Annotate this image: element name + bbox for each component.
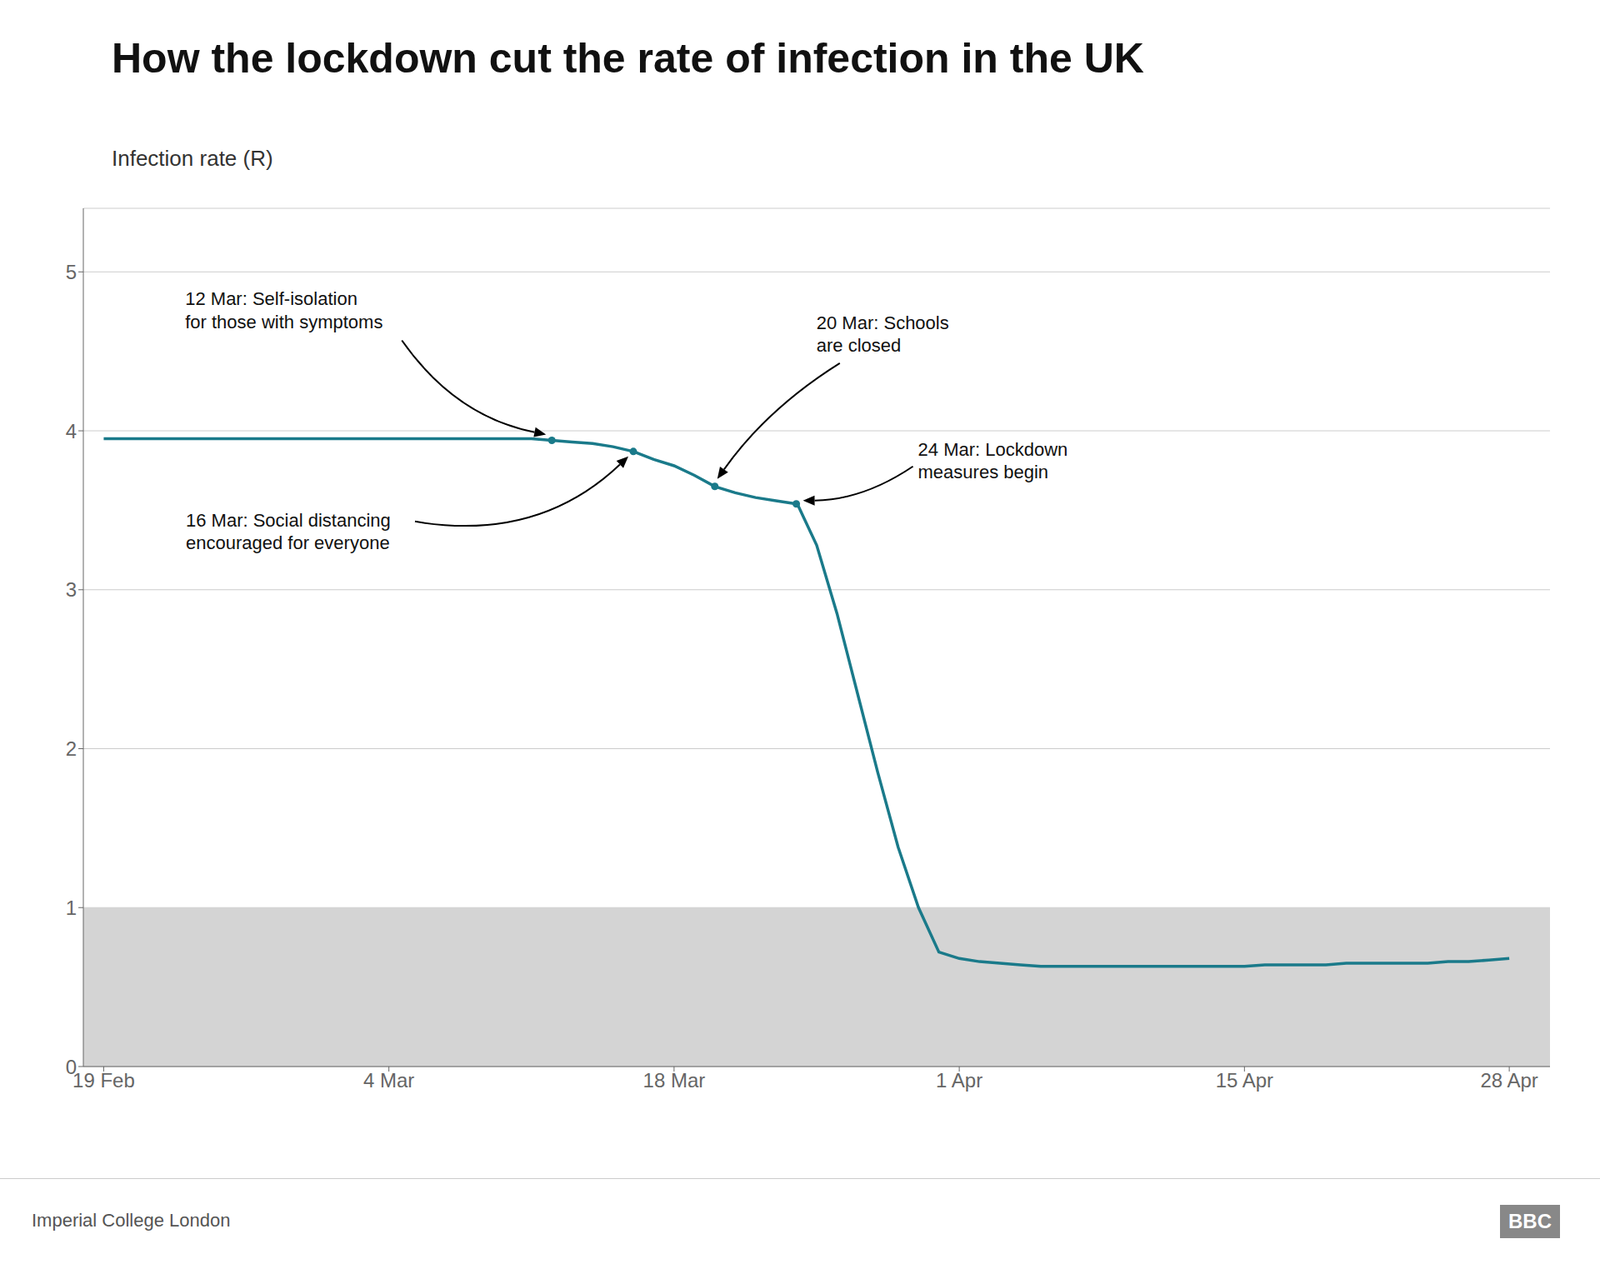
svg-text:19 Feb: 19 Feb xyxy=(72,1069,135,1092)
svg-text:4 Mar: 4 Mar xyxy=(363,1069,415,1092)
svg-text:1: 1 xyxy=(65,896,77,920)
svg-text:18 Mar: 18 Mar xyxy=(643,1069,706,1092)
svg-text:24 Mar: Lockdownmeasures begin: 24 Mar: Lockdownmeasures begin xyxy=(918,439,1069,484)
html-text:Imperial College London: Imperial College London xyxy=(31,1210,231,1231)
html-text:How the lockdown cut the rate: How the lockdown cut the rate of infecti… xyxy=(111,35,1145,82)
svg-text:5: 5 xyxy=(65,260,77,284)
svg-text:15 Apr: 15 Apr xyxy=(1215,1069,1274,1092)
svg-text:16 Mar: Social distancingencou: 16 Mar: Social distancingencouraged for … xyxy=(185,510,391,555)
svg-text:3: 3 xyxy=(65,578,77,601)
svg-text:0: 0 xyxy=(65,1055,77,1079)
svg-text:2: 2 xyxy=(65,737,77,760)
svg-text:1 Apr: 1 Apr xyxy=(935,1069,983,1092)
svg-text:4: 4 xyxy=(65,420,77,443)
svg-text:20 Mar: Schoolsare closed: 20 Mar: Schoolsare closed xyxy=(816,312,950,357)
html-text:Infection rate (R): Infection rate (R) xyxy=(111,145,273,171)
svg-text:12 Mar: Self-isolationfor thos: 12 Mar: Self-isolationfor those with sym… xyxy=(185,288,383,333)
html-text:BBC: BBC xyxy=(1508,1210,1552,1233)
svg-text:28 Apr: 28 Apr xyxy=(1480,1069,1538,1092)
